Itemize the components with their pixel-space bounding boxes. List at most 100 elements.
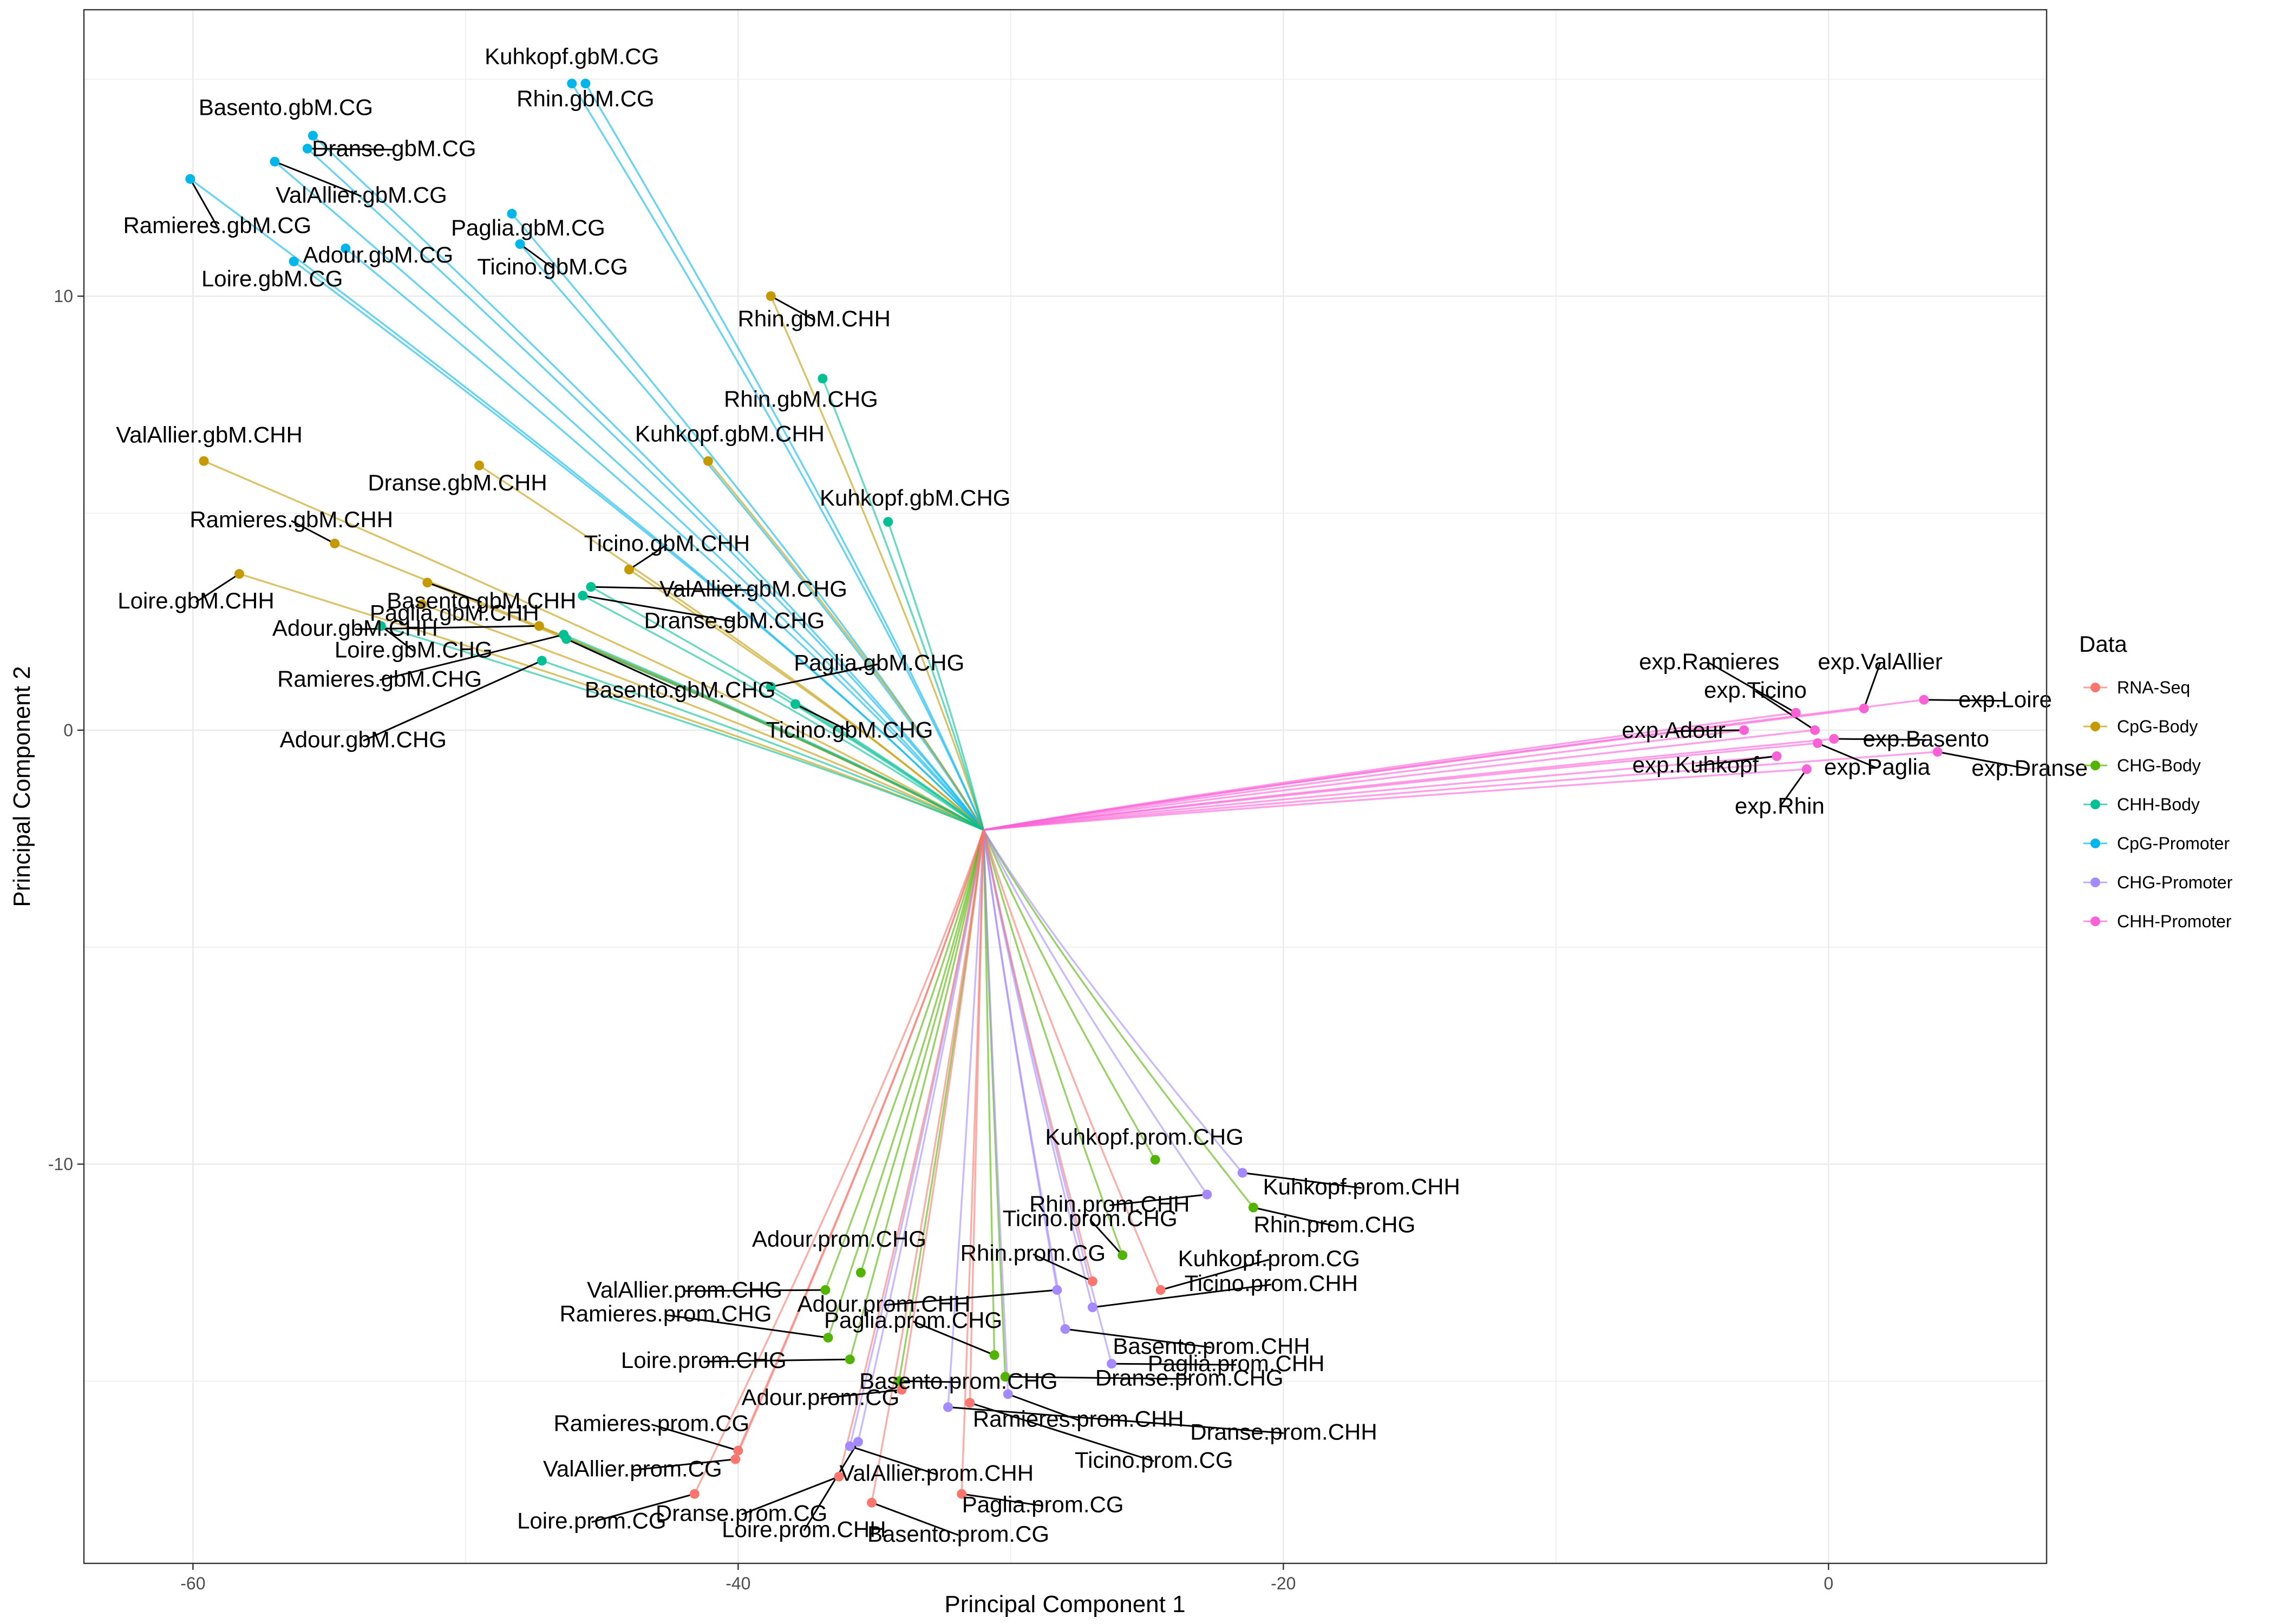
- leader-exp-ramieres: [1709, 662, 1796, 714]
- trajectory-line-dranse-gbm-chg: [582, 594, 984, 831]
- point-valallier-gbm-chg: [586, 582, 596, 592]
- trajectory-line-kuhkopf-gbm-chh: [707, 460, 984, 831]
- y-tick-label: -10: [48, 1154, 73, 1174]
- label-basento-gbm-chh: Basento.gbM.CHH: [387, 588, 576, 613]
- point-exp-loire: [1919, 695, 1929, 705]
- point-paglia-prom-cg: [957, 1489, 967, 1499]
- legend-label-cpg-promoter: CpG-Promoter: [2117, 834, 2230, 853]
- label-valallier-prom-cg: ValAllier.prom.CG: [543, 1456, 722, 1482]
- point-dranse-gbm-chh: [474, 460, 485, 470]
- y-tick-label: 0: [63, 721, 73, 740]
- axes: -60 -40 -20 0 -10 0 10: [48, 286, 1833, 1593]
- leader-ramieres-gbm-chg: [379, 633, 564, 681]
- label-ticino-gbm-chh: Ticino.gbM.CHH: [584, 531, 750, 556]
- legend-label-chg-promoter: CHG-Promoter: [2117, 873, 2233, 892]
- trajectory-line-adour-prom-cg: [900, 829, 985, 1390]
- point-exp-dranse: [1932, 746, 1943, 757]
- point-ticino-gbm-chg: [790, 699, 801, 709]
- label-rhin-gbm-chg: Rhin.gbM.CHG: [724, 386, 878, 411]
- leader-paglia-prom-chg: [913, 1320, 995, 1356]
- plot-panel-border: [83, 9, 2048, 1564]
- leader-exp-valallier: [1863, 663, 1881, 709]
- leader-ramieres-prom-cg: [651, 1424, 739, 1452]
- point-valallier-gbm-chh: [199, 456, 209, 466]
- leader-loire-prom-cg: [591, 1493, 695, 1523]
- legend-key-cpg-body: [2090, 722, 2100, 731]
- leader-ticino-prom-chg: [1089, 1219, 1123, 1256]
- point-rhin-gbm-chh: [766, 291, 776, 302]
- point-exp-basento: [1829, 734, 1839, 744]
- trajectory-line-ticino-gbm-chh: [629, 568, 984, 831]
- leader-ramieres-prom-chh: [1008, 1393, 1079, 1421]
- leader-dranse-gbm-cg: [307, 148, 394, 151]
- label-adour-prom-chg: Adour.prom.CHG: [752, 1226, 926, 1252]
- label-rhin-gbm-chh: Rhin.gbM.CHH: [738, 306, 891, 331]
- label-exp-ramieres: exp.Ramieres: [1639, 649, 1779, 675]
- point-kuhkopf-gbm-chg: [883, 516, 893, 527]
- label-paglia-prom-cg: Paglia.prom.CG: [962, 1492, 1124, 1517]
- legend-label-rna-seq: RNA-Seq: [2117, 678, 2190, 697]
- trajectory-line-exp-kuhkopf: [983, 755, 1777, 831]
- label-kuhkopf-gbm-chh: Kuhkopf.gbM.CHH: [635, 421, 825, 447]
- point-paglia-prom-chh: [1107, 1359, 1117, 1369]
- trajectory-line-rhin-prom-chh: [982, 829, 1208, 1195]
- x-tick-label: -20: [1271, 1574, 1296, 1593]
- leader-loire-gbm-chg: [380, 625, 414, 652]
- label-exp-valallier: exp.ValAllier: [1818, 649, 1943, 675]
- label-exp-adour: exp.Adour: [1622, 717, 1725, 743]
- label-rhin-prom-chh: Rhin.prom.CHH: [1029, 1191, 1190, 1217]
- point-loire-prom-cg: [689, 1489, 700, 1499]
- trajectory-line-rhin-prom-cg: [982, 829, 1094, 1282]
- trajectory-line-dranse-prom-cg: [838, 829, 985, 1477]
- point-rhin-gbm-cg: [580, 78, 591, 89]
- point-kuhkopf-prom-chg: [1150, 1155, 1160, 1165]
- label-ramieres-gbm-cg: Ramieres.gbM.CG: [123, 213, 311, 238]
- label-basento-gbm-cg: Basento.gbM.CG: [199, 94, 373, 120]
- x-tick-label: -40: [726, 1574, 750, 1593]
- trajectory-line-valallier-prom-chg: [824, 829, 985, 1291]
- point-rhin-gbm-chg: [818, 374, 828, 384]
- trajectory-line-ramieres-prom-chg: [827, 829, 985, 1338]
- leader-kuhkopf-prom-chh: [1242, 1172, 1362, 1189]
- label-loire-gbm-chg: Loire.gbM.CHG: [335, 637, 493, 662]
- label-valallier-gbm-cg: ValAllier.gbM.CG: [276, 182, 447, 208]
- point-dranse-gbm-cg: [302, 143, 312, 154]
- label-exp-basento: exp.Basento: [1863, 726, 1990, 751]
- leader-exp-rhin: [1779, 769, 1808, 808]
- leader-ramieres-gbm-cg: [190, 178, 218, 227]
- label-paglia-gbm-chh: Paglia.gbM.CHH: [370, 600, 539, 625]
- leader-ticino-gbm-chg: [795, 703, 850, 732]
- leader-ticino-prom-cg: [969, 1402, 1154, 1462]
- point-valallier-prom-chh: [845, 1441, 855, 1451]
- trajectory-line-loire-prom-chg: [849, 829, 985, 1360]
- trajectory-line-paglia-gbm-chh: [421, 603, 984, 831]
- label-kuhkopf-gbm-cg: Kuhkopf.gbM.CG: [485, 43, 659, 69]
- plot-panel: [84, 10, 2047, 1563]
- label-ticino-gbm-cg: Ticino.gbM.CG: [477, 254, 628, 279]
- leader-paglia-prom-cg: [961, 1493, 1043, 1507]
- leader-ramieres-gbm-chh: [291, 520, 335, 545]
- point-kuhkopf-gbm-chh: [703, 456, 713, 466]
- label-kuhkopf-gbm-chg: Kuhkopf.gbM.CHG: [820, 485, 1011, 510]
- point-basento-prom-chg: [894, 1376, 904, 1386]
- point-loire-gbm-chh: [234, 569, 244, 579]
- label-rhin-gbm-cg: Rhin.gbM.CG: [517, 86, 654, 111]
- leader-valallier-gbm-cg: [274, 161, 362, 197]
- point-adour-gbm-cg: [341, 243, 351, 253]
- point-valallier-prom-cg: [730, 1454, 741, 1464]
- label-ramieres-prom-chh: Ramieres.prom.CHH: [973, 1406, 1184, 1431]
- label-dranse-prom-chh: Dranse.prom.CHH: [1190, 1419, 1377, 1444]
- label-dranse-prom-cg: Dranse.prom.CG: [656, 1501, 827, 1526]
- leader-ticino-gbm-cg: [519, 243, 553, 269]
- legend-label-cpg-body: CpG-Body: [2117, 717, 2198, 736]
- x-axis-title: Principal Component 1: [944, 1591, 1185, 1618]
- label-kuhkopf-prom-cg: Kuhkopf.prom.CG: [1178, 1246, 1360, 1271]
- point-dranse-prom-chh: [943, 1402, 953, 1412]
- point-paglia-gbm-chg: [766, 682, 776, 692]
- leader-valallier-prom-cg: [632, 1458, 736, 1471]
- label-dranse-prom-chg: Dranse.prom.CHG: [1095, 1365, 1284, 1390]
- leader-rhin-prom-chh: [1109, 1194, 1207, 1207]
- trajectory-line-exp-rhin: [983, 768, 1807, 831]
- leader-valallier-prom-chg: [684, 1289, 826, 1292]
- point-adour-prom-chh: [1052, 1285, 1062, 1295]
